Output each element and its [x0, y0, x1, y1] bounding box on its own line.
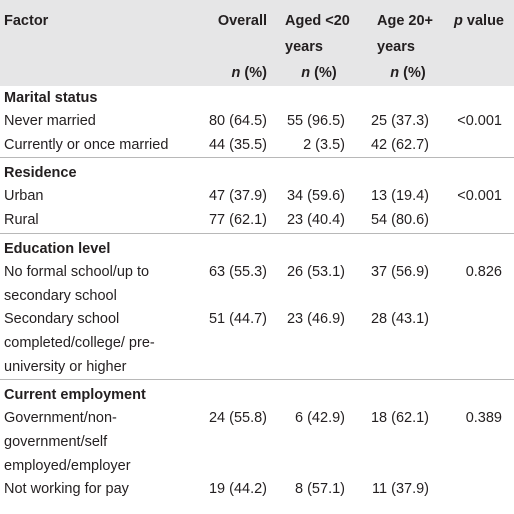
under20-cell: 55 (96.5): [286, 113, 345, 129]
overall-cell: 77 (62.1): [208, 212, 267, 229]
overall-cell: 80 (64.5): [208, 113, 267, 129]
header-sub-text: n (%): [301, 65, 337, 81]
row-label: Government/non-government/self employed/…: [4, 410, 131, 474]
section-row: Residence: [0, 157, 514, 186]
header-p: p value: [443, 0, 514, 86]
p-value: <0.001: [457, 188, 502, 205]
header-sub: n (%): [377, 60, 439, 86]
over20-cell: 42 (62.7): [370, 136, 429, 153]
row-label: Not working for pay: [4, 481, 129, 498]
row-label: No formal school/up to secondary school: [4, 263, 150, 304]
overall-cell: 51 (44.7): [208, 311, 267, 328]
section-title: Residence: [0, 157, 514, 186]
under20-cell: 8 (57.1): [295, 481, 345, 498]
header-overall-title: Overall: [217, 13, 267, 29]
over20-cell: 28 (43.1): [370, 311, 429, 328]
header-under20-title: Aged <20 years: [285, 13, 350, 55]
p-value-cell: 0.389: [443, 407, 514, 478]
header-overall: Overall n (%): [196, 0, 271, 86]
p-value-cell: [443, 478, 514, 502]
under20-cell: 26 (53.1): [286, 263, 345, 280]
header-sub-text: n (%): [231, 65, 267, 81]
p-value-cell: <0.001: [443, 185, 514, 209]
header-over20: Age 20+ years n (%): [357, 0, 443, 86]
over20-cell: 11 (37.9): [372, 481, 429, 498]
overall-cell: 19 (44.2): [208, 481, 267, 498]
section-row: Marital status: [0, 86, 514, 110]
p-value-cell: [443, 134, 514, 158]
row-label: Currently or once married: [4, 136, 169, 153]
header-sub-text: n (%): [390, 65, 426, 81]
data-row: Never married 80 (64.5) 55 (96.5) 25 (37.3)…: [0, 110, 514, 134]
overall-cell: 63 (55.3): [208, 263, 267, 280]
over20-cell: 25 (37.3): [370, 113, 429, 129]
row-label: Urban: [4, 188, 44, 205]
data-row: No formal school/up to secondary school 6…: [0, 261, 514, 308]
overall-cell: 44 (35.5): [208, 136, 267, 153]
row-label: Never married: [4, 113, 96, 129]
section-title: Current employment: [0, 379, 514, 408]
p-value: 0.826: [465, 263, 502, 280]
over20-cell: 37 (56.9): [370, 263, 429, 280]
over20-cell: 54 (80.6): [370, 212, 429, 229]
p-value-cell: [443, 209, 514, 233]
data-row: Secondary school completed/college/ pre-…: [0, 308, 514, 380]
p-value-cell: <0.001: [443, 110, 514, 134]
section-title: Education level: [0, 232, 514, 261]
data-row: Currently or once married 44 (35.5) 2 (3.5…: [0, 134, 514, 158]
header-sub: n (%): [285, 60, 353, 86]
under20-cell: 23 (40.4): [286, 212, 345, 229]
header-sub: n (%): [200, 60, 267, 86]
section-row: Education level: [0, 232, 514, 261]
overall-cell: 47 (37.9): [208, 188, 267, 205]
table-body: Marital status Never married 80 (64.5) 55 (…: [0, 86, 514, 502]
row-label: Rural: [4, 212, 39, 229]
section-row: Current employment: [0, 379, 514, 408]
data-row: Rural 77 (62.1) 23 (40.4) 54 (80.6): [0, 209, 514, 233]
data-row: Urban 47 (37.9) 34 (59.6) 13 (19.4) <0.001: [0, 185, 514, 209]
over20-cell: 18 (62.1): [370, 410, 429, 427]
header-row: Factor Overall n (%) Aged <20 years n (%) …: [0, 0, 514, 86]
section-title: Marital status: [4, 90, 98, 106]
p-value-cell: 0.826: [443, 261, 514, 308]
p-value-cell: [443, 308, 514, 380]
data-row: Government/non-government/self employed/…: [0, 407, 514, 478]
row-label: Secondary school completed/college/ pre-…: [4, 311, 155, 375]
under20-cell: 34 (59.6): [286, 188, 345, 205]
over20-cell: 13 (19.4): [370, 188, 429, 205]
header-under20: Aged <20 years n (%): [271, 0, 357, 86]
data-row: Not working for pay 19 (44.2) 8 (57.1) 11 (…: [0, 478, 514, 502]
header-p-text: p value: [454, 13, 504, 29]
overall-cell: 24 (55.8): [208, 410, 267, 427]
under20-cell: 23 (46.9): [286, 311, 345, 328]
table-header: Factor Overall n (%) Aged <20 years n (%) …: [0, 0, 514, 86]
header-over20-title: Age 20+ years: [377, 13, 434, 55]
data-table: Factor Overall n (%) Aged <20 years n (%) …: [0, 0, 514, 502]
header-factor: Factor: [4, 13, 49, 29]
p-value: 0.389: [465, 410, 502, 427]
under20-cell: 2 (3.5): [303, 136, 345, 153]
under20-cell: 6 (42.9): [295, 410, 345, 427]
p-value: <0.001: [457, 113, 502, 129]
